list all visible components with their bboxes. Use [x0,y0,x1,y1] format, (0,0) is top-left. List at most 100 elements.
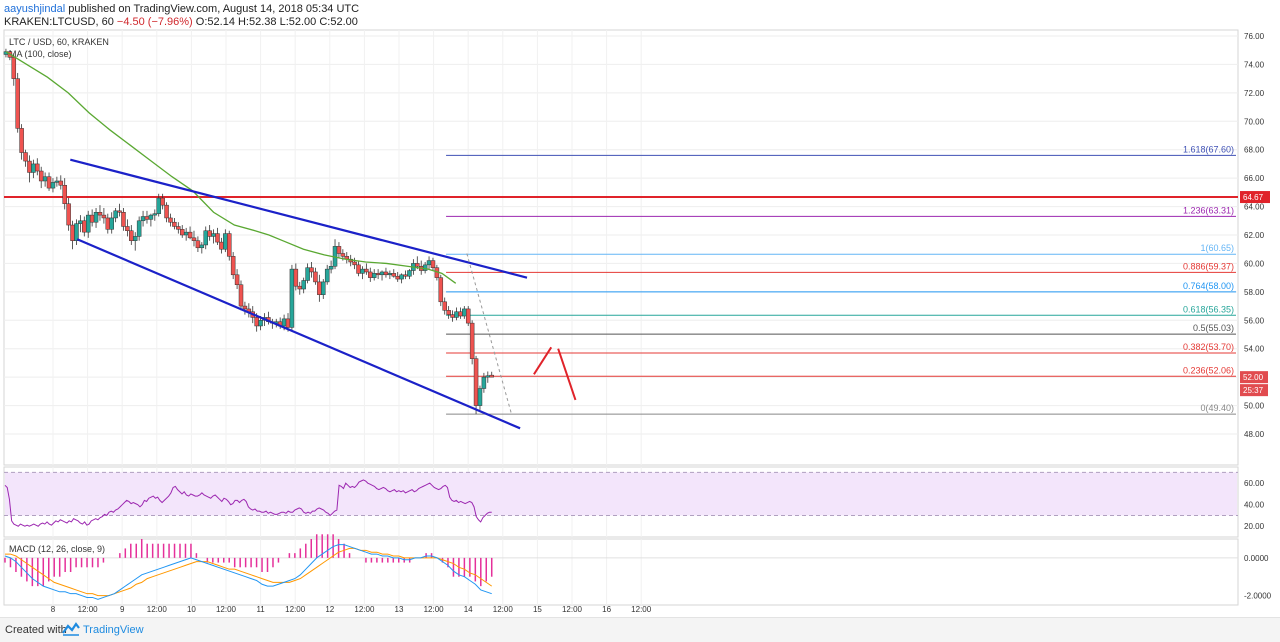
candle [371,269,377,281]
fib-value: 67.60 [1208,144,1231,154]
candle-body [379,271,385,276]
candle-body [336,246,342,254]
countdown-label: 25:37 [1243,386,1264,395]
candle [328,260,334,274]
time-tick-label: 12:00 [216,605,237,614]
candle-body [415,263,420,267]
candle-body [132,236,138,241]
candle [481,372,487,393]
rsi-band [5,472,1237,516]
candle [148,213,154,227]
candle [15,72,20,133]
candle [19,124,24,160]
candle [156,193,161,217]
candle-body [375,273,381,276]
last-price-tag [1240,371,1268,384]
candle-body [136,220,142,237]
candle [35,158,40,176]
candle [238,280,244,311]
candle [136,216,142,241]
candle-body [473,358,479,406]
candle-body [35,163,40,172]
pair-label: LTC / USD, 60, KRAKEN [9,37,109,47]
candle-body [156,197,161,214]
candle-body [62,185,67,204]
candle-body [183,231,189,236]
candle-body [172,221,177,227]
candle-body [422,264,428,271]
candle [336,242,342,258]
macd-signal-line [5,547,493,597]
candle-body [226,233,232,257]
candle-body [199,244,205,249]
price-tick-label: 62.00 [1244,231,1265,240]
candle [442,297,447,315]
tradingview-brand[interactable]: TradingView [83,624,144,636]
candle [215,227,220,245]
candle-body [179,229,185,236]
candle-body [195,240,201,249]
fib-value: 49.40 [1208,403,1231,413]
fib-level-label: 0.5(55.03) [1193,323,1234,333]
time-tick-label: 8 [51,605,56,614]
fib-level-label: 0.618(56.35) [1183,304,1234,314]
fib-value: 53.70 [1208,342,1231,352]
candle [93,207,99,228]
candle [446,306,451,319]
candle-body [38,170,44,182]
candle [113,207,118,223]
price-tick-label: 56.00 [1244,316,1265,325]
candle-body [485,375,491,378]
candle-body [281,318,287,327]
time-tick-label: 12:00 [631,605,652,614]
candle-body [309,267,314,273]
candle [430,257,436,271]
candle-body [50,182,56,189]
candle-body [176,226,181,230]
time-tick-label: 9 [120,605,125,614]
candle [38,166,44,189]
candle-body [352,261,357,266]
last-price-label: 52.00 [1243,373,1264,382]
fib-value: 52.06 [1208,365,1231,375]
fib-ratio: 1 [1200,243,1205,253]
candle-body [328,266,334,270]
candle-body [368,271,373,278]
fib-value: 59.37 [1208,261,1231,271]
candle [66,198,71,231]
candle-body [289,268,295,328]
candle [226,230,232,261]
ohlc-label: O:52.14 H:52.38 L:52.00 C:52.00 [195,16,358,28]
candle-body [152,213,158,216]
candle-body [317,281,322,295]
candle-body [74,223,79,241]
chart-canvas[interactable]: 76.00 74.00 72.00 70.00 68.00 66.00 64.00 62.00… [0,0,1280,617]
fib-ratio: 0.618 [1183,304,1206,314]
candle-body [458,311,463,317]
symbol-info: KRAKEN:LTCUSD, 60 −4.50 (−7.96%) O:52.14… [4,16,358,28]
fib-level-label: 0(49.40) [1200,403,1234,413]
moving-average-line [5,51,457,284]
fib-value: 58.00 [1208,281,1231,291]
candle-body [97,212,103,216]
candle [473,355,479,415]
time-tick-label: 12:00 [147,605,168,614]
candle-body [54,180,60,183]
candle-body [148,214,154,220]
candle [74,219,79,245]
candle [203,226,208,250]
candle-body [58,180,64,186]
candle-body [242,305,248,310]
candle-body [234,274,240,285]
candle-body [117,210,122,213]
candle [364,263,369,275]
published-text: published on TradingView.com, August 14,… [65,3,360,15]
author-link[interactable]: aayushjindal [4,3,66,15]
candle [305,263,310,284]
candle-body [360,268,365,274]
candle-body [191,237,197,241]
rsi-tick-label: 40.00 [1244,501,1265,510]
candle-body [168,217,173,223]
candle-body [238,284,244,307]
macd-tick-label: -2.0000 [1244,592,1272,601]
